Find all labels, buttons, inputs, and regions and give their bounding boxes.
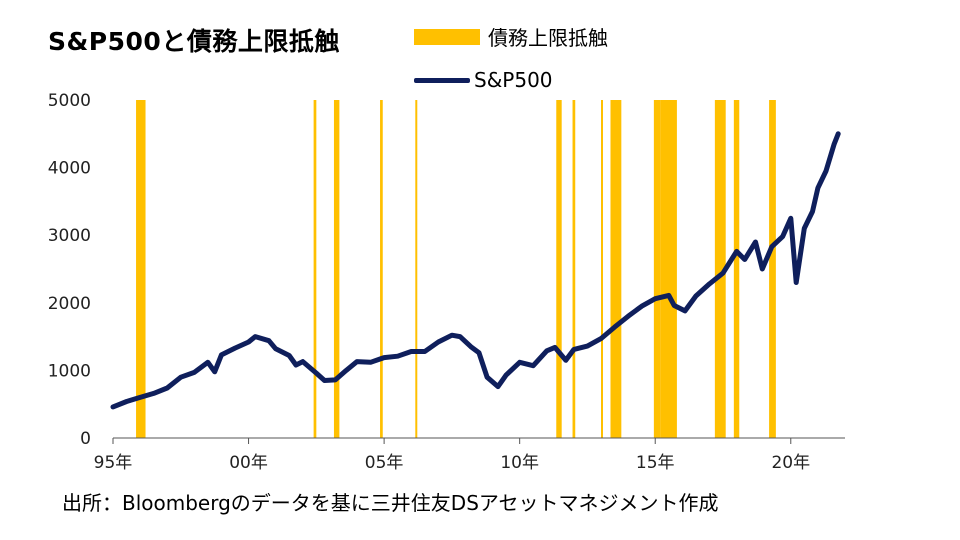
y-tick-label: 0 [80,429,91,449]
legend-debt-limit-label: 債務上限抵触 [488,26,608,50]
y-tick-label: 4000 [48,159,91,179]
legend-sp500: S&P500 [414,68,553,92]
debt-limit-span [660,100,677,438]
debt-limit-span [415,100,418,438]
x-tick-label: 10年 [500,453,539,473]
debt-limit-span [556,100,562,438]
debt-limit-span [380,100,383,438]
chart-title: S&P500と債務上限抵触 [48,27,340,56]
x-tick-label: 95年 [94,453,133,473]
chart-axes: 0 1000 2000 3000 4000 5000 95年 00年 05年 10年 15年 20年 [48,91,845,473]
debt-limit-span [714,100,726,438]
debt-limit-span [733,100,740,438]
sp500-line [110,131,841,410]
debt-limit-span [601,100,603,438]
sp500-line-group [110,131,841,410]
debt-limit-span [333,100,340,438]
x-tick-label: 15年 [636,453,675,473]
legend-debt-limit-swatch [414,28,480,45]
debt-limit-span [769,100,776,438]
x-tick-label: 00年 [229,453,268,473]
debt-limit-span [136,100,146,438]
source-note: 出所：Bloombergのデータを基に三井住友DSアセットマネジメント作成 [62,491,719,515]
x-tick-label: 05年 [365,453,404,473]
y-tick-label: 5000 [48,91,91,111]
legend-sp500-label: S&P500 [474,68,553,92]
x-tick-label: 20年 [771,453,810,473]
y-tick-label: 1000 [48,361,91,381]
legend-sp500-swatch [414,77,470,83]
debt-limit-span [653,100,661,438]
legend-debt-limit: 債務上限抵触 [414,22,608,51]
y-tick-label: 2000 [48,294,91,314]
debt-limit-span [572,100,576,438]
y-tick-label: 3000 [48,226,91,246]
debt-limit-span [313,100,317,438]
debt-limit-spans [136,100,776,438]
debt-limit-span [610,100,622,438]
